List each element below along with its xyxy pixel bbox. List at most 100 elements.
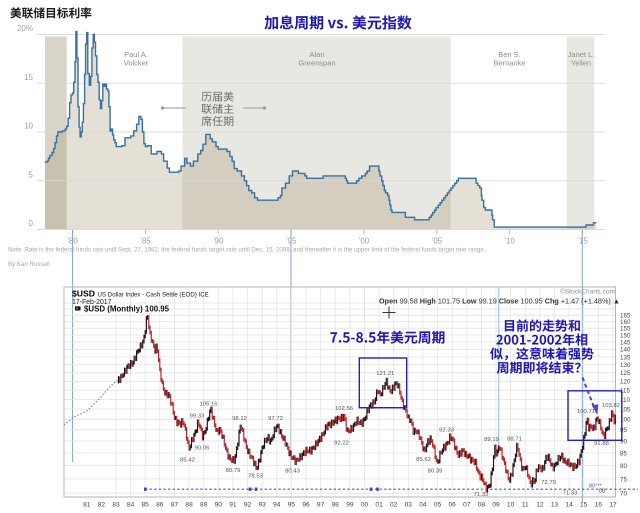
svg-text:Open 99.58 High 101.75 Low 99.: Open 99.58 High 101.75 Low 99.19 Close 1… — [379, 297, 620, 306]
svg-text:105.16: 105.16 — [199, 402, 218, 408]
svg-text:97: 97 — [317, 502, 325, 509]
svg-text:89: 89 — [200, 502, 208, 509]
svg-text:88.71: 88.71 — [507, 437, 522, 443]
svg-text:20%: 20% — [17, 24, 33, 33]
svg-text:90: 90 — [215, 502, 223, 509]
svg-text:0: 0 — [29, 219, 34, 228]
svg-text:08: 08 — [599, 489, 606, 495]
svg-text:160: 160 — [620, 319, 631, 326]
svg-text:15: 15 — [580, 502, 588, 509]
svg-text:03: 03 — [405, 502, 413, 509]
svg-text:80.79: 80.79 — [226, 468, 241, 474]
svg-text:72.70: 72.70 — [541, 480, 556, 486]
svg-text:99.33: 99.33 — [190, 414, 205, 420]
svg-text:130: 130 — [620, 362, 631, 369]
svg-text:10: 10 — [507, 502, 515, 509]
svg-text:08: 08 — [478, 502, 486, 509]
svg-text:’85: ’85 — [140, 237, 151, 246]
svg-text:95: 95 — [288, 502, 296, 509]
svg-text:165: 165 — [620, 313, 631, 320]
svg-text:11: 11 — [522, 502, 529, 509]
svg-text:5: 5 — [29, 170, 34, 179]
svg-text:125: 125 — [620, 370, 631, 377]
svg-text:’00: ’00 — [359, 237, 370, 246]
svg-text:04: 04 — [419, 502, 427, 509]
svg-text:00: 00 — [361, 502, 369, 509]
svg-text:140: 140 — [620, 347, 631, 354]
svg-text:By Karl Russell: By Karl Russell — [8, 261, 50, 268]
svg-text:90.06: 90.06 — [195, 446, 210, 452]
svg-text:84: 84 — [127, 502, 135, 509]
svg-text:83: 83 — [112, 502, 120, 509]
svg-text:’90: ’90 — [213, 237, 224, 246]
svg-text:Ben S.: Ben S. — [498, 50, 521, 59]
svg-text:Paul A.: Paul A. — [124, 50, 148, 59]
svg-text:145: 145 — [620, 339, 631, 346]
svg-text:’05: ’05 — [431, 237, 442, 246]
svg-text:80: 80 — [620, 463, 627, 470]
svg-text:01: 01 — [375, 502, 383, 509]
svg-text:13: 13 — [551, 502, 559, 509]
svg-text:’10: ’10 — [504, 237, 515, 246]
svg-text:135: 135 — [620, 354, 631, 361]
svg-text:92: 92 — [244, 502, 252, 509]
svg-text:US Dollar Index - Cash Settle: US Dollar Index - Cash Settle (EOD) ICE — [98, 292, 209, 299]
svg-text:90: 90 — [620, 438, 627, 445]
svg-text:87: 87 — [171, 502, 179, 509]
svg-text:Bernanke: Bernanke — [493, 59, 525, 68]
svg-text:85: 85 — [620, 450, 627, 457]
svg-text:Janet L.: Janet L. — [568, 50, 595, 59]
svg-text:150: 150 — [620, 332, 631, 339]
svg-text:85.42: 85.42 — [180, 458, 195, 464]
svg-text:80.43: 80.43 — [285, 469, 300, 475]
svg-text:15: 15 — [24, 73, 33, 82]
svg-text:02: 02 — [390, 502, 398, 509]
svg-text:09: 09 — [492, 502, 500, 509]
svg-text:Greenspan: Greenspan — [298, 59, 335, 68]
svg-text:78.53: 78.53 — [248, 474, 263, 480]
svg-text:88: 88 — [185, 502, 193, 509]
svg-text:103.82: 103.82 — [602, 403, 620, 409]
svg-text:155: 155 — [620, 326, 631, 333]
svg-text:Volcker: Volcker — [124, 59, 149, 68]
svg-text:80.39: 80.39 — [428, 469, 443, 475]
svg-text:16: 16 — [595, 502, 603, 509]
svg-text:121.21: 121.21 — [376, 371, 394, 377]
svg-text:91.88: 91.88 — [594, 441, 609, 447]
svg-text:71.33: 71.33 — [474, 492, 489, 498]
svg-text:86: 86 — [156, 502, 164, 509]
svg-text:115: 115 — [620, 388, 630, 395]
svg-text:Note: Rate is the federal fund: Note: Rate is the federal funds rate unt… — [8, 247, 486, 254]
svg-text:06: 06 — [449, 502, 457, 509]
svg-text:$USD (Monthly) 100.95: $USD (Monthly) 100.95 — [84, 305, 170, 314]
svg-text:99: 99 — [346, 502, 354, 509]
svg-text:Yellen: Yellen — [571, 59, 591, 68]
svg-text:Alan: Alan — [309, 50, 324, 59]
svg-text:100.71: 100.71 — [577, 409, 595, 415]
svg-text:©StockCharts.com: ©StockCharts.com — [560, 287, 616, 295]
svg-text:96: 96 — [302, 502, 310, 509]
svg-text:17-Feb-2017: 17-Feb-2017 — [72, 299, 112, 306]
svg-text:81: 81 — [83, 502, 91, 509]
svg-text:70: 70 — [620, 491, 627, 498]
svg-text:12: 12 — [536, 502, 544, 509]
svg-text:95: 95 — [620, 427, 627, 434]
svg-text:110: 110 — [620, 397, 630, 404]
svg-text:102.56: 102.56 — [335, 406, 354, 412]
svg-text:$USD: $USD — [72, 289, 95, 299]
svg-text:17: 17 — [609, 502, 617, 509]
svg-text:98.12: 98.12 — [232, 416, 247, 422]
svg-text:94: 94 — [273, 502, 281, 509]
svg-text:120: 120 — [620, 379, 631, 386]
svg-text:91: 91 — [229, 502, 237, 509]
svg-text:80°**: 80°** — [589, 484, 602, 490]
svg-text:05: 05 — [434, 502, 442, 509]
svg-text:105: 105 — [620, 406, 631, 413]
svg-text:98: 98 — [332, 502, 340, 509]
svg-text:10: 10 — [24, 122, 33, 131]
svg-text:71.33: 71.33 — [563, 491, 578, 497]
svg-text:82: 82 — [98, 502, 106, 509]
svg-text:75: 75 — [620, 476, 627, 483]
svg-text:07: 07 — [463, 502, 471, 509]
svg-text:89.19: 89.19 — [484, 437, 499, 443]
